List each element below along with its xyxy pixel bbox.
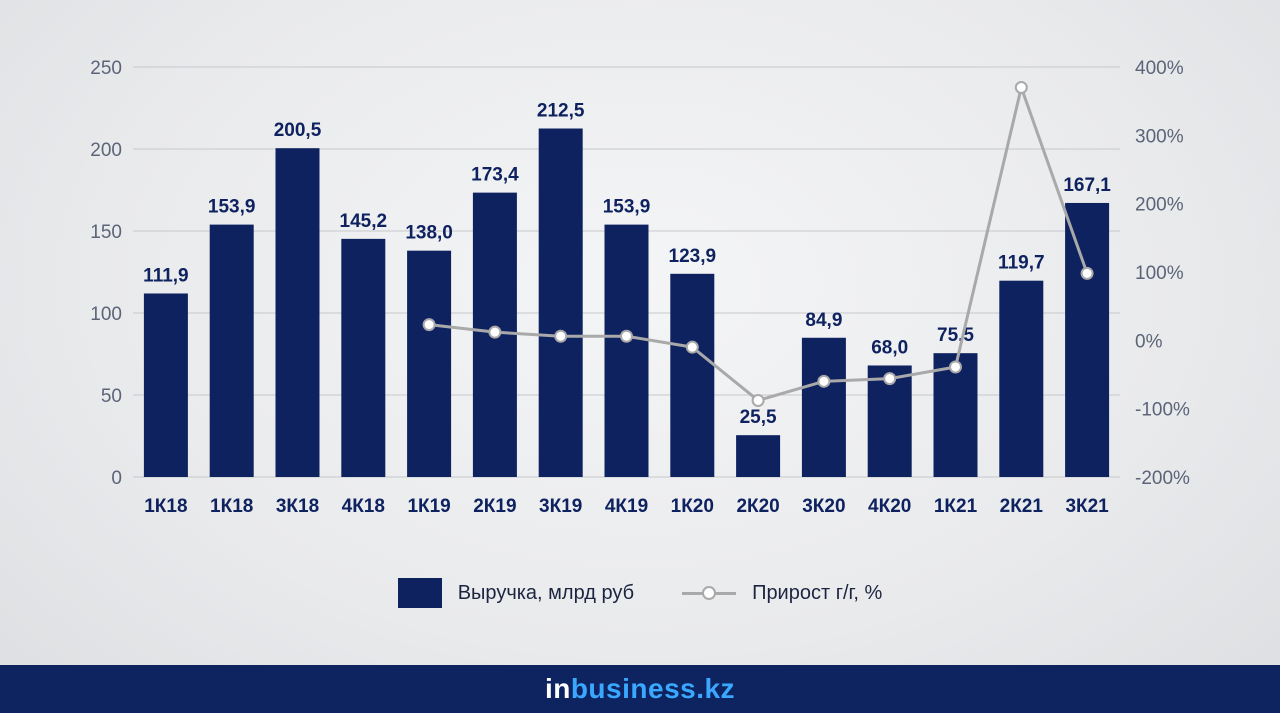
revenue-data-label: 153,9 — [603, 197, 651, 218]
revenue-bar — [1065, 202, 1110, 477]
growth-point — [488, 325, 502, 339]
growth-line-path — [428, 86, 1089, 402]
category-labels: 1К18 1К18 3К18 4К18 1К19 2К19 3К19 4К19 1К20 2К20… — [144, 496, 1109, 517]
revenue-bar — [275, 148, 320, 477]
left-tick-label: 50 — [101, 386, 122, 407]
left-axis-ticks: 0 50 100 150 200 250 — [90, 58, 122, 489]
revenue-data-label: 153,9 — [208, 197, 256, 218]
category-label: 3К18 — [276, 496, 319, 517]
category-label: 2К21 — [1000, 496, 1044, 517]
category-label: 1К21 — [934, 496, 978, 517]
growth-point — [1080, 266, 1094, 280]
category-label: 1К18 — [144, 496, 187, 517]
revenue-data-label: 84,9 — [805, 310, 842, 331]
revenue-bar — [670, 273, 715, 477]
category-label: 3К19 — [539, 496, 582, 517]
category-label: 4К18 — [342, 496, 385, 517]
revenue-data-label: 123,9 — [669, 246, 717, 267]
revenue-bar — [143, 293, 188, 477]
right-tick-label: 100% — [1135, 263, 1184, 284]
left-tick-label: 0 — [111, 468, 122, 489]
right-tick-label: -100% — [1135, 400, 1190, 421]
revenue-bar — [209, 224, 254, 477]
growth-point — [751, 393, 765, 407]
right-tick-label: 0% — [1135, 331, 1163, 352]
revenue-bars — [143, 128, 1110, 477]
revenue-data-label: 145,2 — [340, 211, 388, 232]
right-axis-ticks: -200% -100% 0% 100% 200% 300% 400% — [1135, 58, 1190, 489]
revenue-data-label: 138,0 — [405, 223, 453, 244]
legend-bar-swatch — [397, 578, 442, 608]
revenue-data-label: 173,4 — [471, 165, 519, 186]
revenue-bar — [407, 250, 452, 477]
growth-point — [554, 329, 568, 343]
revenue-data-label: 75,5 — [937, 325, 974, 346]
legend-label-revenue: Выручка, млрд руб — [457, 581, 635, 604]
category-label: 1К20 — [671, 496, 714, 517]
category-label: 2К19 — [473, 496, 516, 517]
legend-item-revenue: Выручка, млрд руб — [397, 578, 635, 608]
category-label: 4К19 — [605, 496, 648, 517]
revenue-data-label: 167,1 — [1063, 175, 1111, 196]
growth-point — [620, 329, 633, 343]
right-tick-label: 400% — [1135, 58, 1184, 79]
revenue-data-label: 68,0 — [871, 337, 908, 358]
revenue-data-label: 212,5 — [537, 101, 585, 122]
growth-point — [1014, 81, 1028, 94]
growth-point — [949, 360, 962, 374]
brand-logo[interactable]: inbusiness.kz — [545, 673, 735, 705]
revenue-data-label: 111,9 — [143, 265, 188, 286]
revenue-growth-chart: 0 50 100 150 200 250 -200% -100% 0% 100% 200% 300%… — [90, 58, 1190, 517]
revenue-bar — [736, 435, 781, 477]
growth-point — [883, 372, 897, 386]
category-label: 1К18 — [210, 496, 253, 517]
left-tick-label: 150 — [90, 222, 122, 243]
legend-label-growth: Прирост г/г, % — [752, 581, 883, 604]
category-label: 1К19 — [407, 496, 450, 517]
brand-in: in — [544, 673, 571, 704]
legend-item-growth: Прирост г/г, % — [682, 582, 882, 605]
right-tick-label: -200% — [1135, 468, 1190, 489]
revenue-bar — [801, 337, 846, 477]
footer-bar: inbusiness.kz — [0, 665, 1280, 713]
revenue-data-label: 25,5 — [740, 407, 777, 428]
category-label: 3К21 — [1065, 496, 1109, 517]
left-tick-label: 100 — [90, 304, 122, 325]
category-label: 4К20 — [868, 496, 911, 517]
left-tick-label: 200 — [90, 140, 122, 161]
legend: Выручка, млрд руб Прирост г/г, % — [0, 573, 1280, 613]
category-label: 3К20 — [802, 496, 845, 517]
brand-rest: business.kz — [570, 673, 736, 704]
revenue-bar — [604, 224, 649, 477]
revenue-bar — [538, 128, 583, 477]
growth-point — [422, 318, 436, 332]
category-label: 2К20 — [736, 496, 779, 517]
right-tick-label: 300% — [1135, 126, 1184, 147]
legend-line-marker-icon — [682, 585, 737, 601]
revenue-bar — [341, 238, 386, 477]
revenue-bar — [999, 280, 1044, 477]
right-tick-label: 200% — [1135, 195, 1184, 216]
revenue-data-label: 200,5 — [274, 120, 322, 141]
revenue-data-label: 119,7 — [998, 253, 1045, 274]
growth-point — [817, 374, 831, 388]
left-tick-label: 250 — [90, 58, 122, 79]
revenue-data-labels: 111,9 153,9 200,5 145,2 138,0 173,4 212,5 153,9… — [143, 101, 1111, 429]
revenue-bar — [933, 353, 978, 477]
growth-point — [685, 340, 699, 354]
growth-line — [422, 81, 1094, 407]
